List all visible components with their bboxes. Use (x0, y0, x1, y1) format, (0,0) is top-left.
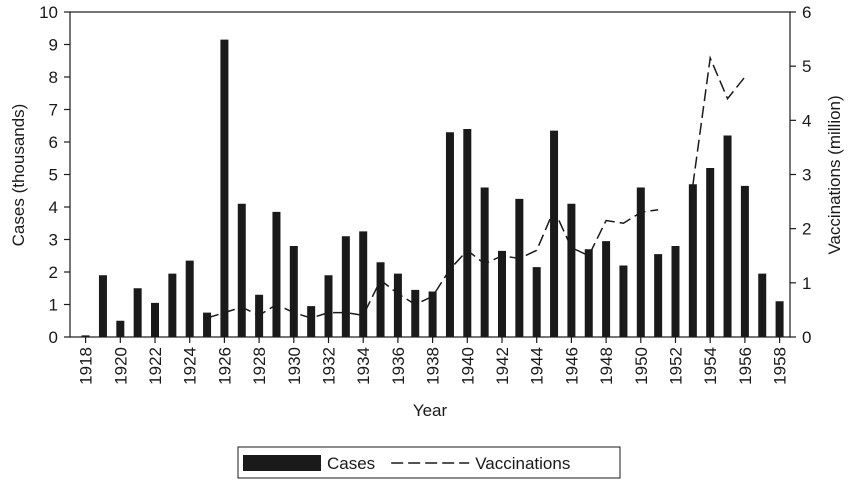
x-tick-label: 1938 (424, 347, 443, 385)
x-tick-label: 1924 (181, 347, 200, 385)
legend-label: Cases (327, 454, 375, 473)
y2-tick-label: 5 (802, 57, 811, 76)
bar (758, 273, 767, 337)
x-tick-label: 1918 (77, 347, 96, 385)
x-tick-label: 1946 (562, 347, 581, 385)
x-tick-label: 1926 (215, 347, 234, 385)
y2-tick-label: 0 (802, 328, 811, 347)
bar (688, 184, 697, 337)
y-tick-label: 2 (49, 263, 58, 282)
bar (532, 267, 541, 337)
bar (220, 39, 229, 337)
y2-tick-label: 3 (802, 166, 811, 185)
x-tick-label: 1934 (354, 347, 373, 385)
bar (723, 135, 732, 337)
bar (584, 249, 593, 337)
bar (636, 187, 645, 337)
bar (151, 302, 160, 337)
bar (567, 203, 576, 337)
y2-tick-label: 1 (802, 274, 811, 293)
bar (463, 129, 472, 337)
bar (393, 273, 402, 337)
bar (740, 185, 749, 337)
bar (515, 198, 524, 337)
legend-swatch (243, 455, 321, 471)
bar (81, 335, 90, 337)
x-tick-label: 1948 (597, 347, 616, 385)
bar (185, 260, 194, 337)
bar (307, 306, 316, 337)
bar (324, 275, 333, 337)
x-tick-label: 1936 (389, 347, 408, 385)
x-tick-label: 1956 (736, 347, 755, 385)
x-tick-label: 1954 (701, 347, 720, 385)
bar (98, 275, 107, 337)
x-axis-title: Year (413, 401, 448, 420)
x-tick-label: 1922 (146, 347, 165, 385)
bar (133, 288, 142, 337)
bar (671, 246, 680, 337)
x-tick-label: 1930 (285, 347, 304, 385)
line (206, 55, 746, 319)
bar (411, 289, 420, 337)
x-tick-label: 1950 (632, 347, 651, 385)
plot-frame (69, 11, 791, 338)
bar (359, 231, 368, 337)
y-tick-label: 4 (49, 198, 58, 217)
bar (237, 203, 246, 337)
y2-axis-title: Vaccinations (million) (825, 95, 844, 254)
bar (550, 130, 559, 337)
y-axis-title: Cases (thousands) (9, 104, 28, 247)
y2-tick-label: 4 (802, 111, 811, 130)
bar (168, 273, 177, 337)
y-tick-label: 0 (49, 328, 58, 347)
bar (289, 246, 298, 337)
x-tick-label: 1920 (111, 347, 130, 385)
x-tick-label: 1944 (528, 347, 547, 385)
bar (376, 262, 385, 337)
y-tick-label: 3 (49, 231, 58, 250)
bar (775, 301, 784, 337)
y-tick-label: 1 (49, 296, 58, 315)
y2-tick-label: 2 (802, 220, 811, 239)
x-tick-label: 1952 (666, 347, 685, 385)
y-tick-label: 10 (39, 3, 58, 22)
y-tick-label: 9 (49, 36, 58, 55)
bar (428, 291, 437, 337)
y-tick-label: 8 (49, 68, 58, 87)
x-tick-label: 1928 (250, 347, 269, 385)
bar (619, 265, 628, 337)
bar (480, 187, 489, 337)
x-tick-label: 1958 (771, 347, 790, 385)
x-tick-label: 1932 (320, 347, 339, 385)
bar (445, 132, 454, 337)
y-tick-label: 5 (49, 166, 58, 185)
bar (498, 250, 506, 337)
bar (203, 312, 212, 337)
x-tick-label: 1942 (493, 347, 512, 385)
bar (272, 211, 281, 337)
x-tick-label: 1940 (458, 347, 477, 385)
bar (341, 236, 350, 337)
y2-tick-label: 6 (802, 3, 811, 22)
bar (654, 254, 663, 337)
bar (706, 168, 715, 337)
y-tick-label: 6 (49, 133, 58, 152)
legend-box (237, 446, 621, 479)
legend-label: Vaccinations (475, 454, 570, 473)
bar (602, 241, 611, 337)
y-tick-label: 7 (49, 101, 58, 120)
bar (116, 320, 125, 337)
